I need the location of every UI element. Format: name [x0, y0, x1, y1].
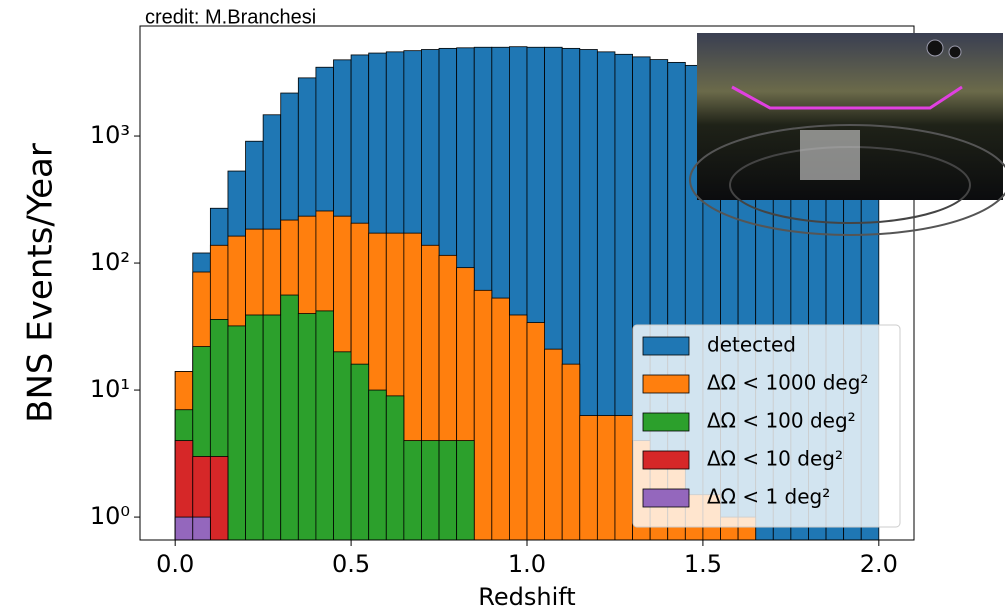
legend-swatch — [643, 375, 689, 393]
histogram-bar — [210, 456, 228, 540]
x-tick-label: 0.0 — [156, 550, 194, 578]
y-tick-label: 10¹ — [90, 375, 130, 403]
legend-swatch — [643, 337, 689, 355]
photo-blackhole — [927, 40, 943, 56]
legend-label: detected — [707, 333, 796, 357]
histogram-bar — [509, 315, 527, 540]
histogram-bar — [404, 441, 422, 540]
histogram-bar — [193, 517, 211, 540]
photo-building — [800, 130, 860, 180]
histogram-bar — [527, 323, 545, 540]
legend-swatch — [643, 413, 689, 431]
histogram-bar — [492, 298, 510, 540]
histogram-bar — [474, 290, 492, 540]
histogram-bar — [263, 315, 281, 540]
y-tick-label: 10² — [90, 248, 130, 276]
histogram-bar — [580, 416, 598, 540]
legend-swatch — [643, 489, 689, 507]
legend-label: ΔΩ < 10 deg² — [707, 447, 843, 471]
histogram-bar — [562, 364, 580, 540]
histogram-bar — [421, 441, 439, 540]
credit-annotation: credit: M.Branchesi — [145, 6, 316, 28]
histogram-bar — [175, 517, 193, 540]
y-axis-label: BNS Events/Year — [21, 143, 61, 423]
legend-label: ΔΩ < 100 deg² — [707, 409, 856, 433]
histogram-bar — [439, 441, 457, 540]
x-tick-label: 0.5 — [332, 550, 370, 578]
y-tick-label: 10⁰ — [90, 502, 130, 530]
legend-label: ΔΩ < 1 deg² — [707, 485, 830, 509]
chart: credit: M.Branchesi Redshift BNS Events/… — [0, 0, 1005, 613]
photo-blackhole — [949, 46, 961, 58]
x-axis-label: Redshift — [478, 583, 575, 611]
x-tick-label: 2.0 — [860, 550, 898, 578]
histogram-bar — [545, 349, 563, 540]
histogram-bar — [457, 441, 475, 540]
x-tick-label: 1.5 — [684, 550, 722, 578]
page: credit: M.Branchesi Redshift BNS Events/… — [0, 0, 1005, 613]
histogram-bar — [386, 396, 404, 540]
histogram-bar — [246, 315, 264, 540]
histogram-bar — [298, 314, 316, 540]
histogram-bar — [228, 326, 246, 540]
x-tick-label: 1.0 — [508, 550, 546, 578]
legend-label: ΔΩ < 1000 deg² — [707, 371, 868, 395]
legend-swatch — [643, 451, 689, 469]
histogram-bar — [597, 416, 615, 540]
y-tick-label: 10³ — [90, 121, 130, 149]
histogram-bar — [334, 352, 352, 540]
histogram-bar — [281, 295, 299, 540]
histogram-bar — [615, 416, 633, 540]
histogram-bar — [316, 311, 334, 540]
histogram-bar — [351, 364, 369, 540]
histogram-bar — [369, 390, 387, 540]
